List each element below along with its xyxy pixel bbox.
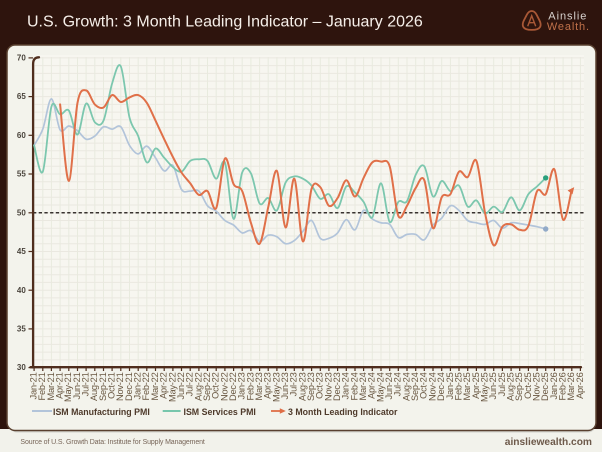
svg-text:Feb-21: Feb-21 (37, 372, 47, 400)
svg-text:Jan-26: Jan-26 (549, 372, 559, 399)
svg-text:Apr-25: Apr-25 (471, 372, 481, 398)
svg-text:Sep-25: Sep-25 (514, 372, 524, 401)
svg-text:Nov-21: Nov-21 (115, 372, 125, 401)
svg-text:Nov-24: Nov-24 (427, 372, 437, 401)
svg-text:70: 70 (17, 54, 26, 63)
svg-text:ainsliewealth.com: ainsliewealth.com (505, 437, 592, 448)
svg-text:Jul-21: Jul-21 (81, 372, 91, 396)
svg-text:Apr-24: Apr-24 (367, 372, 377, 398)
svg-text:Feb-24: Feb-24 (349, 372, 359, 400)
svg-text:Wealth.: Wealth. (547, 21, 590, 33)
svg-text:60: 60 (17, 131, 26, 140)
svg-text:ISM Services PMI: ISM Services PMI (184, 407, 256, 417)
svg-text:Jun-25: Jun-25 (488, 372, 498, 399)
svg-text:30: 30 (17, 363, 26, 372)
svg-text:Nov-22: Nov-22 (219, 372, 229, 401)
svg-text:Jul-25: Jul-25 (497, 372, 507, 396)
svg-text:May-24: May-24 (375, 372, 385, 402)
svg-text:50: 50 (17, 208, 26, 217)
svg-text:Nov-23: Nov-23 (323, 372, 333, 401)
svg-text:Jul-23: Jul-23 (289, 372, 299, 396)
svg-text:May-21: May-21 (63, 372, 73, 402)
svg-text:Aug-23: Aug-23 (297, 372, 307, 401)
svg-text:Dec-22: Dec-22 (228, 372, 238, 401)
svg-text:Aug-21: Aug-21 (89, 372, 99, 401)
svg-text:Aug-24: Aug-24 (401, 372, 411, 401)
svg-text:Jan-22: Jan-22 (133, 372, 143, 399)
svg-text:Apr-26: Apr-26 (575, 372, 585, 398)
svg-text:Jun-21: Jun-21 (72, 372, 82, 399)
svg-text:May-22: May-22 (167, 372, 177, 402)
svg-text:Oct-24: Oct-24 (419, 372, 429, 398)
svg-text:Jul-22: Jul-22 (185, 372, 195, 396)
svg-text:Apr-21: Apr-21 (55, 372, 65, 398)
svg-text:Jan-24: Jan-24 (341, 372, 351, 399)
svg-text:Dec-25: Dec-25 (540, 372, 550, 401)
svg-text:Jul-24: Jul-24 (393, 372, 403, 396)
svg-text:Jan-23: Jan-23 (237, 372, 247, 399)
svg-text:35: 35 (17, 325, 26, 334)
svg-text:Feb-26: Feb-26 (558, 372, 568, 400)
svg-text:Jun-24: Jun-24 (384, 372, 394, 399)
svg-text:Sep-24: Sep-24 (410, 372, 420, 401)
svg-text:Mar-26: Mar-26 (566, 372, 576, 400)
svg-text:Mar-23: Mar-23 (254, 372, 264, 400)
svg-text:Apr-23: Apr-23 (263, 372, 273, 398)
svg-text:May-23: May-23 (271, 372, 281, 402)
svg-text:40: 40 (17, 286, 26, 295)
svg-text:Feb-25: Feb-25 (453, 372, 463, 400)
svg-text:Dec-23: Dec-23 (332, 372, 342, 401)
svg-text:Jun-23: Jun-23 (280, 372, 290, 399)
svg-text:Dec-24: Dec-24 (436, 372, 446, 401)
svg-text:Oct-21: Oct-21 (107, 372, 117, 398)
svg-text:Feb-23: Feb-23 (245, 372, 255, 400)
svg-text:55: 55 (17, 170, 26, 179)
svg-text:65: 65 (17, 92, 26, 101)
svg-text:Nov-25: Nov-25 (532, 372, 542, 401)
svg-text:Sep-23: Sep-23 (306, 372, 316, 401)
svg-text:45: 45 (17, 247, 26, 256)
svg-text:Feb-22: Feb-22 (141, 372, 151, 400)
svg-text:ISM Manufacturing PMI: ISM Manufacturing PMI (53, 407, 150, 417)
svg-text:Jan-25: Jan-25 (445, 372, 455, 399)
svg-text:Mar-22: Mar-22 (150, 372, 160, 400)
svg-text:Oct-23: Oct-23 (315, 372, 325, 398)
svg-text:Aug-22: Aug-22 (193, 372, 203, 401)
svg-text:Sep-21: Sep-21 (98, 372, 108, 401)
svg-text:May-25: May-25 (479, 372, 489, 402)
svg-text:Oct-25: Oct-25 (523, 372, 533, 398)
svg-text:U.S. Growth: 3 Month Leading I: U.S. Growth: 3 Month Leading Indicator –… (27, 14, 423, 31)
svg-text:Dec-21: Dec-21 (124, 372, 134, 401)
svg-text:Aug-25: Aug-25 (506, 372, 516, 401)
svg-text:Mar-24: Mar-24 (358, 372, 368, 400)
svg-text:Jan-21: Jan-21 (29, 372, 39, 399)
svg-text:Source of U.S. Growth Data: In: Source of U.S. Growth Data: Institute fo… (20, 439, 205, 446)
svg-text:Jun-22: Jun-22 (176, 372, 186, 399)
svg-text:Mar-21: Mar-21 (46, 372, 56, 400)
svg-text:Oct-22: Oct-22 (211, 372, 221, 398)
svg-text:Sep-22: Sep-22 (202, 372, 212, 401)
svg-text:Ainslie: Ainslie (548, 11, 587, 23)
svg-text:Apr-22: Apr-22 (159, 372, 169, 398)
svg-text:3 Month Leading Indicator: 3 Month Leading Indicator (288, 407, 398, 417)
svg-text:Mar-25: Mar-25 (462, 372, 472, 400)
